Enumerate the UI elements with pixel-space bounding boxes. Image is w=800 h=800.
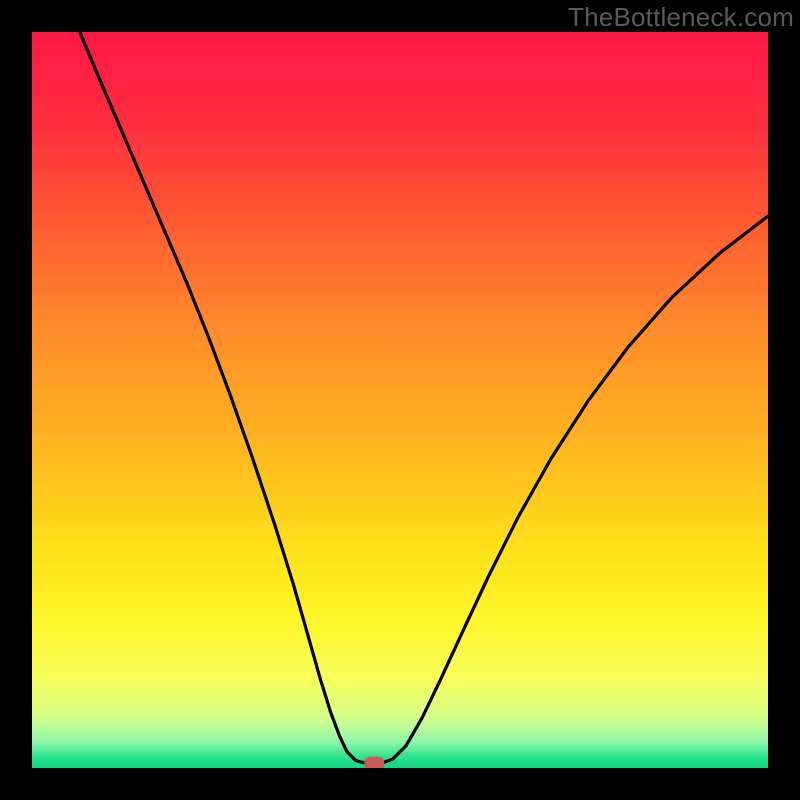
- watermark-text: TheBottleneck.com: [568, 2, 794, 33]
- gradient-background: [32, 32, 768, 768]
- chart-plot: [32, 32, 768, 768]
- optimum-marker: [364, 757, 384, 768]
- chart-frame: [0, 0, 800, 800]
